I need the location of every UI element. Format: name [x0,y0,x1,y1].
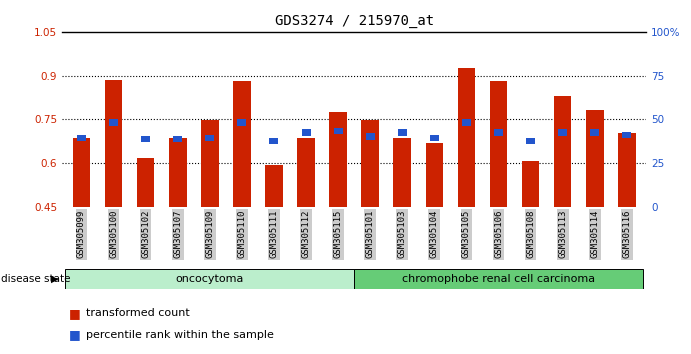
Bar [457,68,475,207]
Text: oncocytoma: oncocytoma [176,274,244,284]
Bar [398,129,407,136]
Text: percentile rank within the sample: percentile rank within the sample [86,330,274,339]
Bar [554,96,571,207]
Bar [141,136,150,142]
Bar [297,138,315,207]
Bar [269,138,278,144]
Bar [265,165,283,207]
Bar [586,110,603,207]
Bar [426,143,443,207]
Bar [109,120,118,126]
Bar [301,129,310,136]
Bar [490,81,507,207]
Bar [77,135,86,141]
Bar [430,135,439,141]
Bar [494,129,503,136]
Bar [201,120,218,207]
Bar [623,132,632,138]
Text: disease state: disease state [1,274,70,284]
Bar [330,112,347,207]
Bar [66,269,354,289]
Text: ▶: ▶ [51,274,59,284]
Text: ■: ■ [69,328,81,341]
Text: ■: ■ [69,307,81,320]
Bar [522,161,540,207]
Bar [137,158,154,207]
Bar [105,80,122,207]
Bar [462,120,471,126]
Bar [526,138,535,144]
Bar [173,136,182,142]
Bar [366,133,375,140]
Bar [169,138,187,207]
Bar [393,138,411,207]
Bar [558,129,567,136]
Text: transformed count: transformed count [86,308,190,318]
Bar [73,138,91,207]
Bar [205,135,214,141]
Bar [590,129,599,136]
Bar [361,120,379,207]
Text: chromophobe renal cell carcinoma: chromophobe renal cell carcinoma [402,274,595,284]
Title: GDS3274 / 215970_at: GDS3274 / 215970_at [274,14,434,28]
Bar [233,81,251,207]
Bar [237,120,246,126]
Bar [334,128,343,134]
Bar [354,269,643,289]
Bar [618,133,636,207]
